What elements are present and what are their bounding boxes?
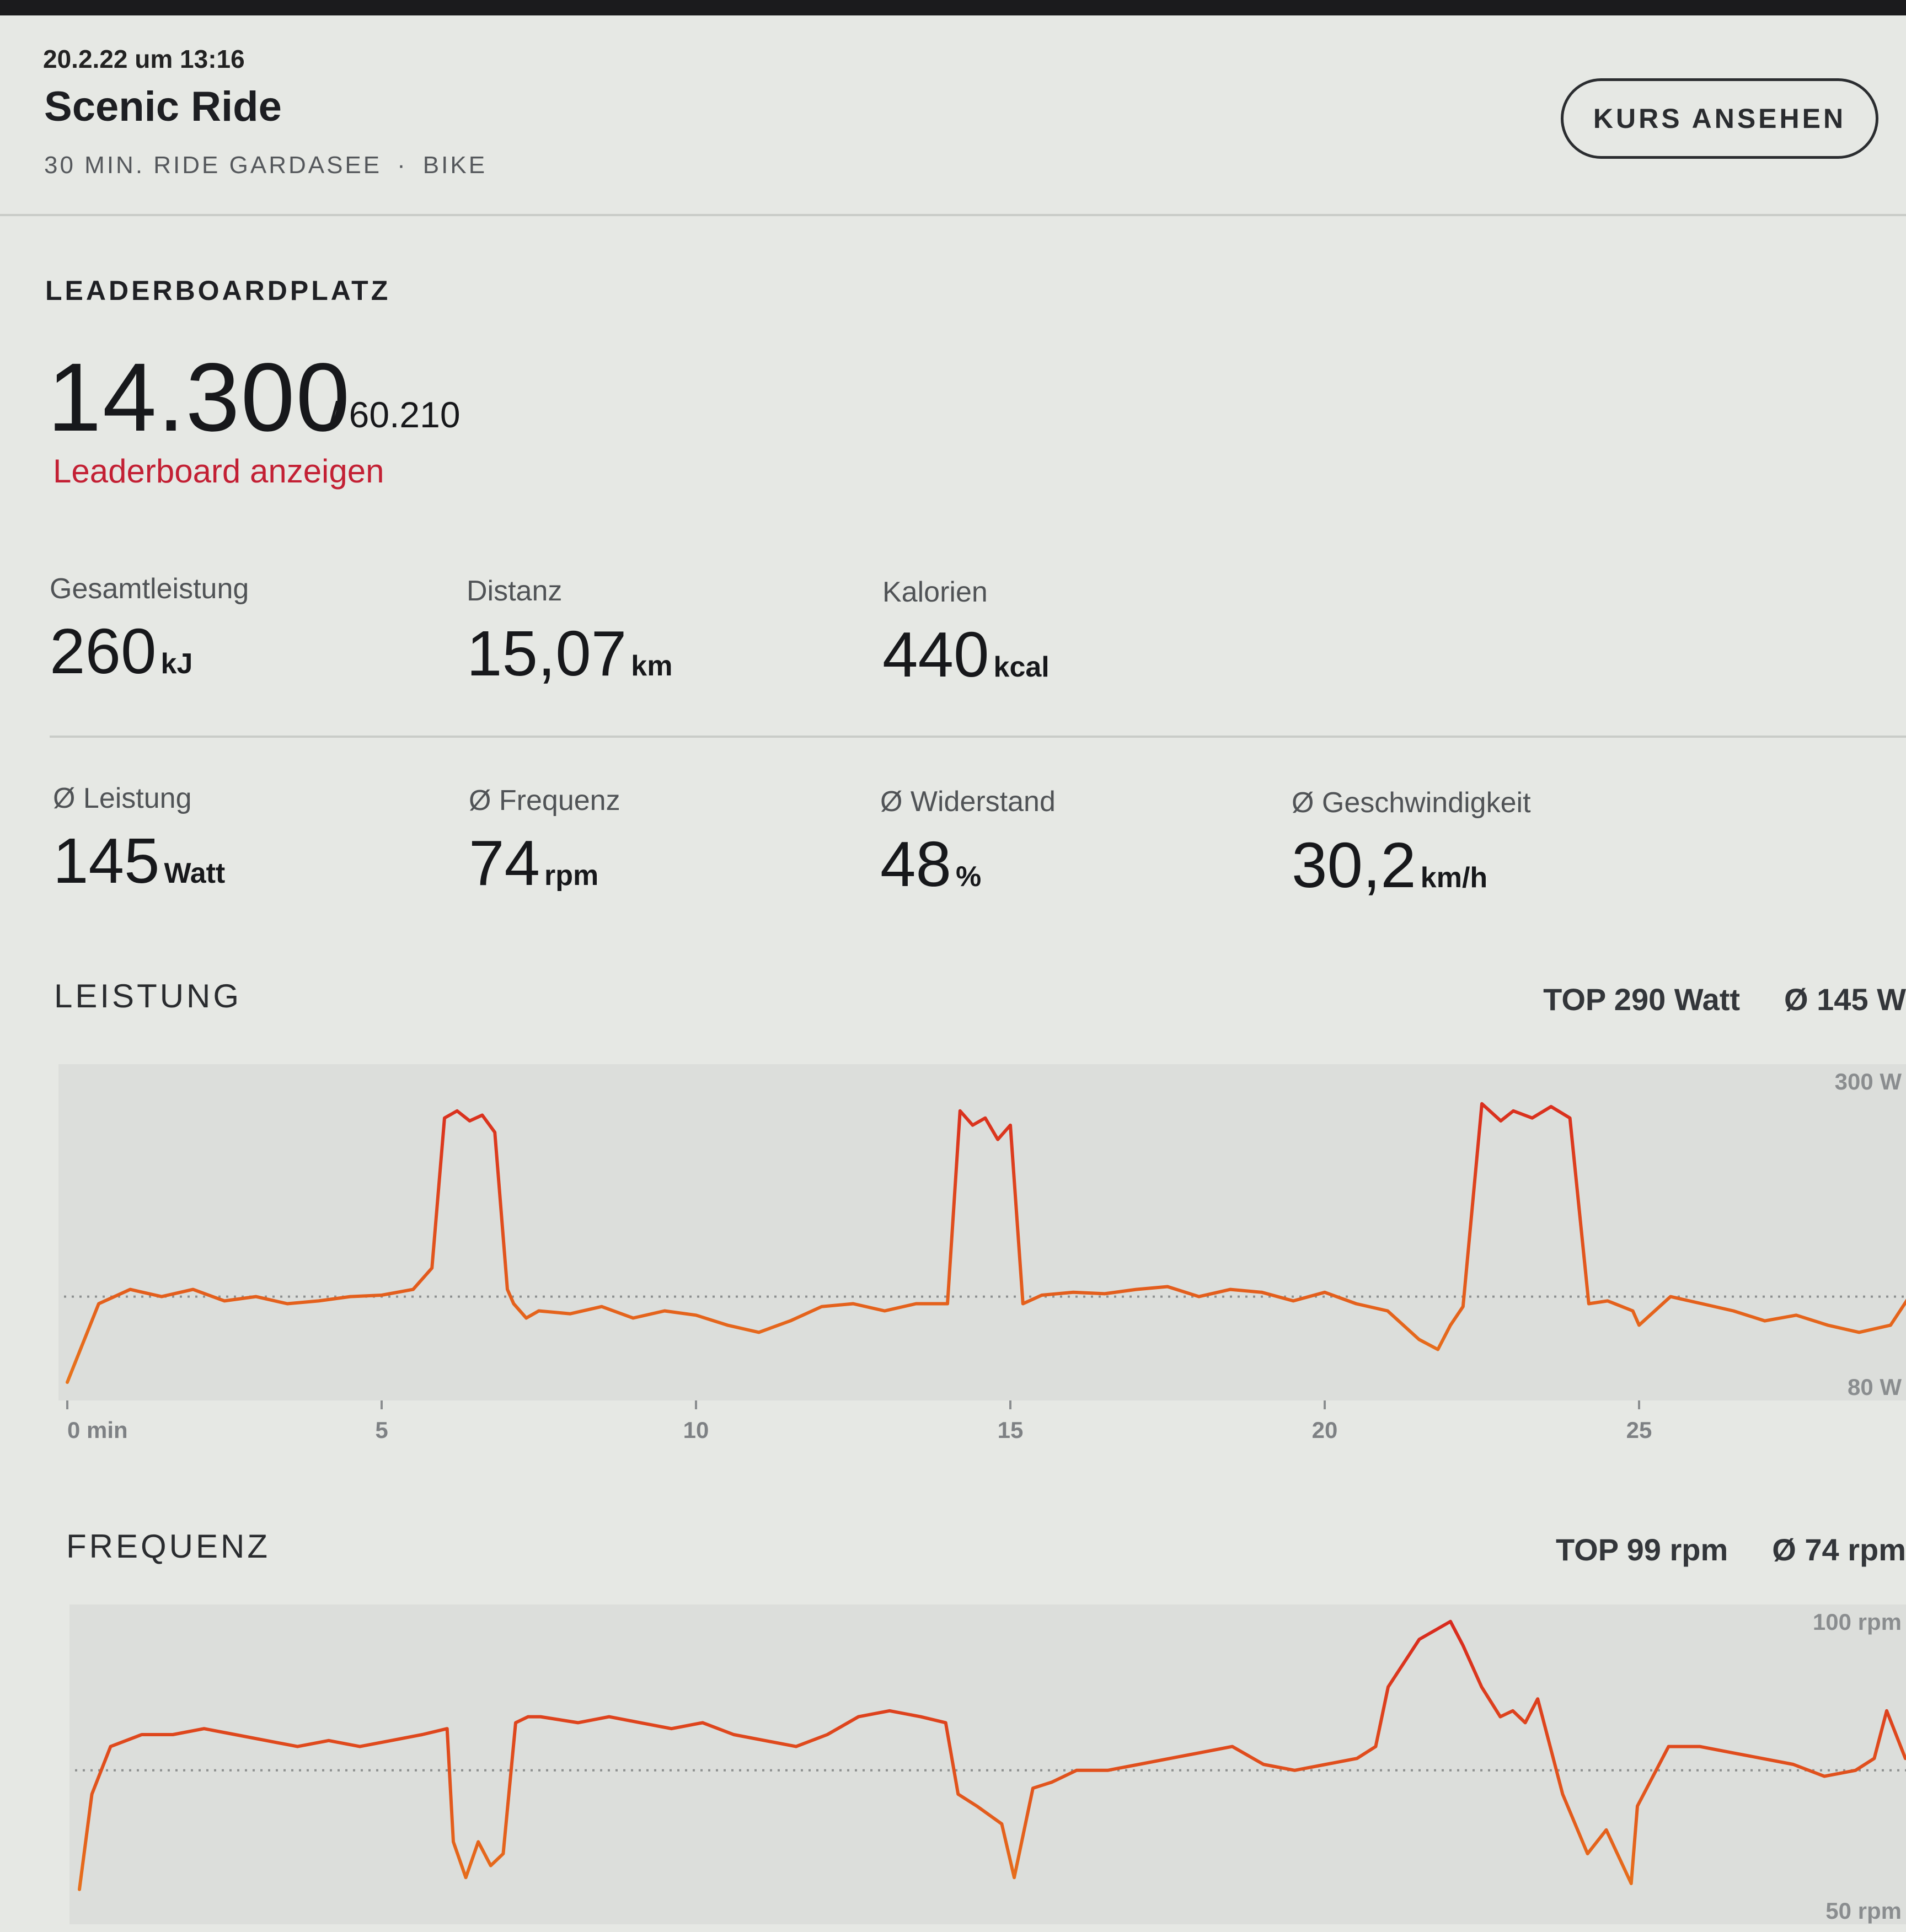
stat-distance: Distanz 15,07 km xyxy=(467,575,672,690)
workout-subtitle: 30 MIN. RIDE GARDASEE · BIKE xyxy=(44,152,487,179)
y-max-label: 300 W xyxy=(1835,1069,1902,1094)
series-line xyxy=(66,1102,1906,1384)
stat-value: 15,07 xyxy=(467,618,627,689)
workout-title: Scenic Ride xyxy=(44,83,282,130)
cadence-chart-summary: TOP 99 rpm Ø 74 rpm xyxy=(1512,1532,1906,1568)
power-chart-title: LEISTUNG xyxy=(54,978,242,1015)
x-tick-label: 25 xyxy=(1626,1417,1652,1443)
stat-unit: Watt xyxy=(164,857,226,889)
y-max-label: 100 rpm xyxy=(1813,1609,1902,1635)
workout-type: BIKE xyxy=(422,152,488,179)
x-tick-label: 20 xyxy=(1312,1417,1338,1443)
stat-unit: rpm xyxy=(544,860,599,892)
stat-label: Ø Geschwindigkeit xyxy=(1292,787,1531,819)
stat-value: 30,2 xyxy=(1292,829,1416,901)
show-leaderboard-link[interactable]: Leaderboard anzeigen xyxy=(53,453,384,490)
stat-unit: km/h xyxy=(1420,862,1488,894)
course-name: 30 MIN. RIDE GARDASEE xyxy=(44,152,382,179)
stat-unit: kcal xyxy=(993,651,1050,683)
cadence-chart: 100 rpm 50 rpm xyxy=(69,1604,1906,1924)
stat-value: 74 xyxy=(469,827,540,899)
power-chart: 300 W 80 W 0 min 5 10 15 20 25 xyxy=(58,1064,1906,1443)
power-avg-value: Ø 145 W xyxy=(1784,982,1906,1017)
x-tick-label: 0 min xyxy=(67,1417,128,1443)
stat-value: 48 xyxy=(880,828,952,900)
header-divider xyxy=(0,214,1906,216)
stat-value: 440 xyxy=(882,619,989,690)
plot-area xyxy=(69,1604,1906,1924)
power-top-value: TOP 290 Watt xyxy=(1543,982,1741,1017)
stat-avg-cadence: Ø Frequenz 74 rpm xyxy=(469,784,620,900)
y-min-label: 80 W xyxy=(1848,1374,1902,1400)
stat-value: 260 xyxy=(50,615,157,687)
stat-label: Ø Frequenz xyxy=(469,785,620,817)
device-top-bezel xyxy=(0,0,1906,15)
x-tick-label: 10 xyxy=(683,1417,709,1443)
stat-avg-speed: Ø Geschwindigkeit 30,2 km/h xyxy=(1292,786,1531,902)
leaderboard-label: LEADERBOARDPLATZ xyxy=(45,275,391,306)
x-tick-label: 5 xyxy=(375,1417,388,1443)
stat-label: Distanz xyxy=(467,575,563,607)
power-chart-summary: TOP 290 Watt Ø 145 W xyxy=(1499,981,1906,1017)
stat-unit: % xyxy=(956,861,982,893)
y-min-label: 50 rpm xyxy=(1825,1898,1902,1924)
stats-divider xyxy=(50,736,1906,738)
plot-area xyxy=(58,1064,1906,1400)
stat-label: Ø Widerstand xyxy=(880,786,1056,818)
cadence-top-value: TOP 99 rpm xyxy=(1555,1532,1728,1567)
stat-total-work: Gesamtleistung 260 kJ xyxy=(50,572,249,688)
series-line xyxy=(78,1619,1906,1891)
cadence-chart-title: FREQUENZ xyxy=(66,1528,270,1565)
view-course-button[interactable]: KURS ANSEHEN xyxy=(1561,78,1878,159)
stat-calories: Kalorien 440 kcal xyxy=(882,576,1050,691)
stat-value: 145 xyxy=(53,825,160,897)
cadence-avg-value: Ø 74 rpm xyxy=(1772,1532,1906,1567)
stat-avg-resistance: Ø Widerstand 48% xyxy=(880,785,1056,901)
leaderboard-rank: 14.300 xyxy=(47,344,351,452)
stat-avg-power: Ø Leistung 145 Watt xyxy=(53,782,225,898)
stat-unit: kJ xyxy=(160,648,193,680)
subtitle-separator: · xyxy=(397,152,408,179)
stat-label: Kalorien xyxy=(882,576,988,608)
stat-label: Gesamtleistung xyxy=(50,573,249,605)
x-tick-label: 15 xyxy=(998,1417,1024,1443)
stat-unit: km xyxy=(631,650,673,682)
stat-label: Ø Leistung xyxy=(53,782,192,814)
workout-date: 20.2.22 um 13:16 xyxy=(43,45,245,73)
leaderboard-total: / 60.210 xyxy=(329,394,461,435)
